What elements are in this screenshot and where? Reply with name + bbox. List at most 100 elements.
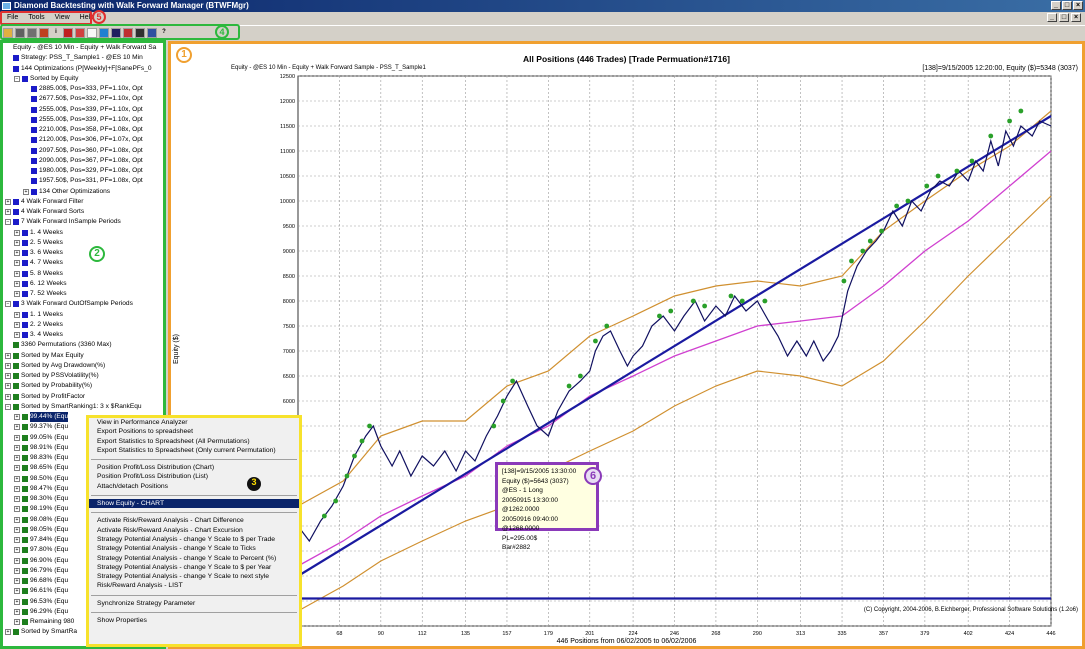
filter-icon[interactable]	[75, 27, 85, 38]
tree-node[interactable]: +99.05% (Equ	[3, 433, 163, 443]
tree-node[interactable]: +99.44% (Equ	[3, 412, 163, 423]
tree-node[interactable]: +98.83% (Equ	[3, 453, 163, 463]
context-menu-item[interactable]: Show Equity - CHART	[89, 499, 299, 509]
ya-icon[interactable]	[147, 27, 157, 38]
tree-node[interactable]: +4 Walk Forward Sorts	[3, 207, 163, 217]
tree-node[interactable]: +96.68% (Equ	[3, 576, 163, 586]
tree-node[interactable]: + Sorted by ProfitFactor	[3, 392, 163, 402]
results-tree-pane[interactable]: Equity - @ES 10 Min - Equity + Walk Forw…	[0, 40, 166, 649]
tree-node[interactable]: − 7 Walk Forward InSample Periods	[3, 217, 163, 227]
tree-node[interactable]: − Sorted by Equity	[3, 74, 163, 84]
document-icon[interactable]	[87, 27, 97, 38]
tree-node[interactable]: +134 Other Optimizations	[3, 187, 163, 197]
expand-icon[interactable]: +	[5, 383, 11, 390]
compare-icon[interactable]	[135, 27, 145, 38]
expand-icon[interactable]: +	[14, 239, 20, 246]
expand-icon[interactable]: +	[14, 455, 20, 462]
expand-icon[interactable]: +	[23, 188, 29, 195]
context-menu-item[interactable]: Export Statistics to Spreadsheet (Only c…	[97, 446, 276, 454]
tree-node[interactable]: 2210.00$, Pos=358, PF=1.08x, Opt	[3, 125, 163, 135]
tree-node[interactable]: +96.79% (Equ	[3, 566, 163, 576]
expand-icon[interactable]: +	[5, 209, 11, 216]
collapse-icon[interactable]: −	[5, 301, 11, 308]
chart-icon[interactable]	[63, 27, 73, 38]
equity-chart-pane[interactable]: 1 All Positions (446 Trades) [Trade Perm…	[168, 41, 1085, 649]
gear-icon[interactable]	[99, 27, 109, 38]
expand-icon[interactable]: +	[5, 362, 11, 369]
context-menu-item[interactable]: Position Profit/Loss Distribution (Chart…	[97, 464, 215, 472]
expand-icon[interactable]: +	[14, 608, 20, 615]
expand-icon[interactable]: +	[5, 393, 11, 400]
expand-icon[interactable]: +	[14, 537, 20, 544]
tree-node[interactable]: +98.19% (Equ	[3, 504, 163, 514]
report-icon[interactable]	[123, 27, 133, 38]
expand-icon[interactable]: +	[5, 629, 11, 636]
tree-node[interactable]: +5. 8 Weeks	[3, 269, 163, 279]
expand-icon[interactable]: +	[14, 424, 20, 431]
tree-node[interactable]: + Sorted by PSSVolatility(%)	[3, 371, 163, 381]
tree-node[interactable]: +2. 2 Weeks	[3, 320, 163, 330]
expand-icon[interactable]: +	[14, 588, 20, 595]
context-menu-item[interactable]: View in Performance Analyzer	[97, 419, 188, 426]
tree-node[interactable]: +4. 7 Weeks	[3, 258, 163, 268]
menu-file[interactable]: File	[7, 14, 19, 21]
tree-node[interactable]: + Sorted by Probability(%)	[3, 381, 163, 391]
expand-icon[interactable]: +	[14, 260, 20, 267]
tree-node[interactable]: +98.50% (Equ	[3, 474, 163, 484]
expand-icon[interactable]: +	[14, 465, 20, 472]
open-icon[interactable]	[3, 27, 13, 38]
expand-icon[interactable]: +	[14, 280, 20, 287]
expand-icon[interactable]: +	[14, 485, 20, 492]
expand-icon[interactable]: +	[14, 496, 20, 503]
tree-node[interactable]: +97.80% (Equ	[3, 545, 163, 555]
tree-node[interactable]: +1. 1 Weeks	[3, 310, 163, 320]
info-icon[interactable]: i	[51, 27, 61, 38]
context-menu-item[interactable]: Strategy Potential Analysis - change Y S…	[97, 573, 270, 581]
expand-icon[interactable]: +	[14, 619, 20, 626]
tree-node[interactable]: + Sorted by Max Equity	[3, 351, 163, 361]
maximize-button[interactable]: □	[1062, 1, 1072, 10]
tree-node[interactable]: 2677.50$, Pos=332, PF=1.10x, Opt	[3, 94, 163, 104]
tree-node[interactable]: +98.91% (Equ	[3, 443, 163, 453]
tree-node[interactable]: 2555.00$, Pos=339, PF=1.10x, Opt	[3, 105, 163, 115]
tree-node[interactable]: +97.84% (Equ	[3, 535, 163, 545]
expand-icon[interactable]: +	[14, 506, 20, 513]
tree-node[interactable]: Strategy: PSS_T_Sample1 - @ES 10 Min	[3, 53, 163, 63]
tree-node[interactable]: +4 Walk Forward Filter	[3, 197, 163, 207]
tree-node[interactable]: 1957.50$, Pos=331, PF=1.08x, Opt	[3, 176, 163, 186]
context-menu-item[interactable]: Strategy Potential Analysis - change Y S…	[97, 535, 276, 543]
tree-node[interactable]: +96.53% (Equ	[3, 597, 163, 607]
expand-icon[interactable]: +	[14, 567, 20, 574]
tree-node[interactable]: 1980.00$, Pos=329, PF=1.08x, Opt	[3, 166, 163, 176]
expand-icon[interactable]: +	[14, 229, 20, 236]
context-menu-item[interactable]: Export Statistics to Spreadsheet (All Pe…	[97, 437, 250, 445]
expand-icon[interactable]: +	[14, 270, 20, 277]
tree-node[interactable]: +98.05% (Equ	[3, 525, 163, 535]
expand-icon[interactable]: +	[5, 373, 11, 380]
tree-node[interactable]: +96.29% (Equ	[3, 607, 163, 617]
context-menu-item[interactable]: Position Profit/Loss Distribution (List)	[97, 473, 209, 481]
tree-node[interactable]: +3. 6 Weeks	[3, 248, 163, 258]
minimize-button[interactable]: _	[1051, 1, 1061, 10]
expand-icon[interactable]: +	[14, 526, 20, 533]
context-menu-item[interactable]: Synchronize Strategy Parameter	[97, 599, 196, 607]
context-menu-item[interactable]: Strategy Potential Analysis - change Y S…	[97, 563, 272, 571]
expand-icon[interactable]: +	[14, 291, 20, 298]
tree-node[interactable]: − 3 Walk Forward OutOfSample Periods	[3, 299, 163, 309]
equity-chart[interactable]: 12500 12000 11500 11000 10500 10000 9500 9000 85…	[171, 44, 1082, 646]
tree-node[interactable]: 2090.00$, Pos=367, PF=1.08x, Opt	[3, 156, 163, 166]
tree-node[interactable]: +2. 5 Weeks	[3, 238, 163, 248]
tree-node[interactable]: +98.65% (Equ	[3, 463, 163, 473]
tree-node[interactable]: + Sorted by Avg Drawdown(%)	[3, 361, 163, 371]
tree-node[interactable]: − Sorted by SmartRanking1: 3 x $RankEqu	[3, 402, 163, 412]
context-menu-item[interactable]: Export Positions to spreadsheet	[97, 428, 193, 436]
collapse-icon[interactable]: −	[14, 75, 20, 82]
collapse-icon[interactable]: −	[5, 403, 11, 410]
print-icon[interactable]	[15, 27, 25, 38]
mdi-minimize-button[interactable]: _	[1047, 13, 1057, 22]
tree-node[interactable]: +96.61% (Equ	[3, 586, 163, 596]
menu-tools[interactable]: Tools	[28, 14, 45, 21]
expand-icon[interactable]: +	[5, 198, 11, 205]
export-icon[interactable]	[27, 27, 37, 38]
menu-help[interactable]: Help	[79, 14, 95, 21]
